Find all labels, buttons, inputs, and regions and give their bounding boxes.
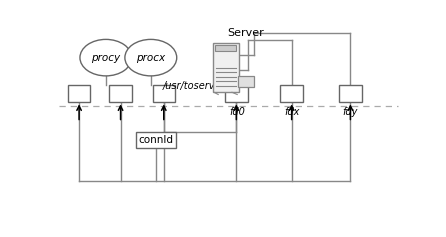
- Bar: [153, 85, 175, 102]
- Text: fdx: fdx: [284, 107, 299, 117]
- Bar: [281, 85, 303, 102]
- Text: Server: Server: [227, 28, 264, 38]
- Text: procx: procx: [136, 53, 165, 63]
- Bar: [215, 45, 236, 51]
- Text: /usr/toserv: /usr/toserv: [163, 81, 215, 91]
- Text: procy: procy: [91, 53, 120, 63]
- Ellipse shape: [80, 39, 132, 76]
- Bar: [109, 85, 132, 102]
- Text: fd0: fd0: [229, 107, 245, 117]
- Bar: [225, 85, 248, 102]
- Bar: [238, 76, 254, 87]
- Bar: [213, 43, 239, 92]
- Text: connld: connld: [139, 135, 173, 145]
- Text: fdy: fdy: [343, 107, 358, 117]
- Ellipse shape: [125, 39, 177, 76]
- Bar: [68, 85, 90, 102]
- Bar: [136, 132, 176, 148]
- Bar: [339, 85, 362, 102]
